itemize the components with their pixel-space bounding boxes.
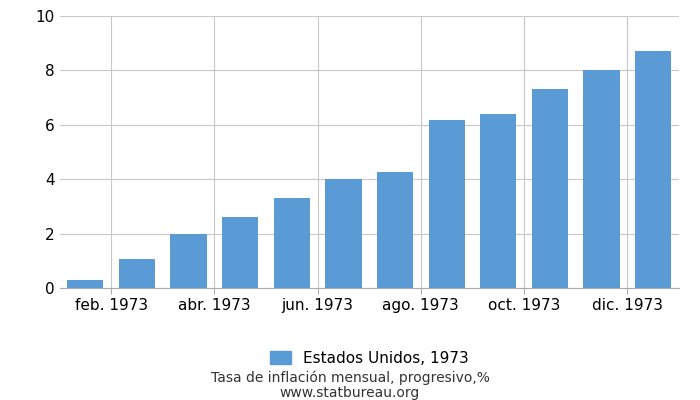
Legend: Estados Unidos, 1973: Estados Unidos, 1973 — [263, 344, 475, 372]
Bar — [67, 280, 104, 288]
Text: Tasa de inflación mensual, progresivo,%: Tasa de inflación mensual, progresivo,% — [211, 371, 489, 385]
Bar — [377, 172, 413, 288]
Bar — [171, 234, 206, 288]
Bar — [222, 217, 258, 288]
Bar — [480, 114, 517, 288]
Bar — [326, 179, 361, 288]
Bar — [584, 70, 620, 288]
Text: www.statbureau.org: www.statbureau.org — [280, 386, 420, 400]
Bar — [635, 51, 671, 288]
Bar — [532, 89, 568, 288]
Bar — [274, 198, 310, 288]
Bar — [119, 260, 155, 288]
Bar — [428, 120, 465, 288]
